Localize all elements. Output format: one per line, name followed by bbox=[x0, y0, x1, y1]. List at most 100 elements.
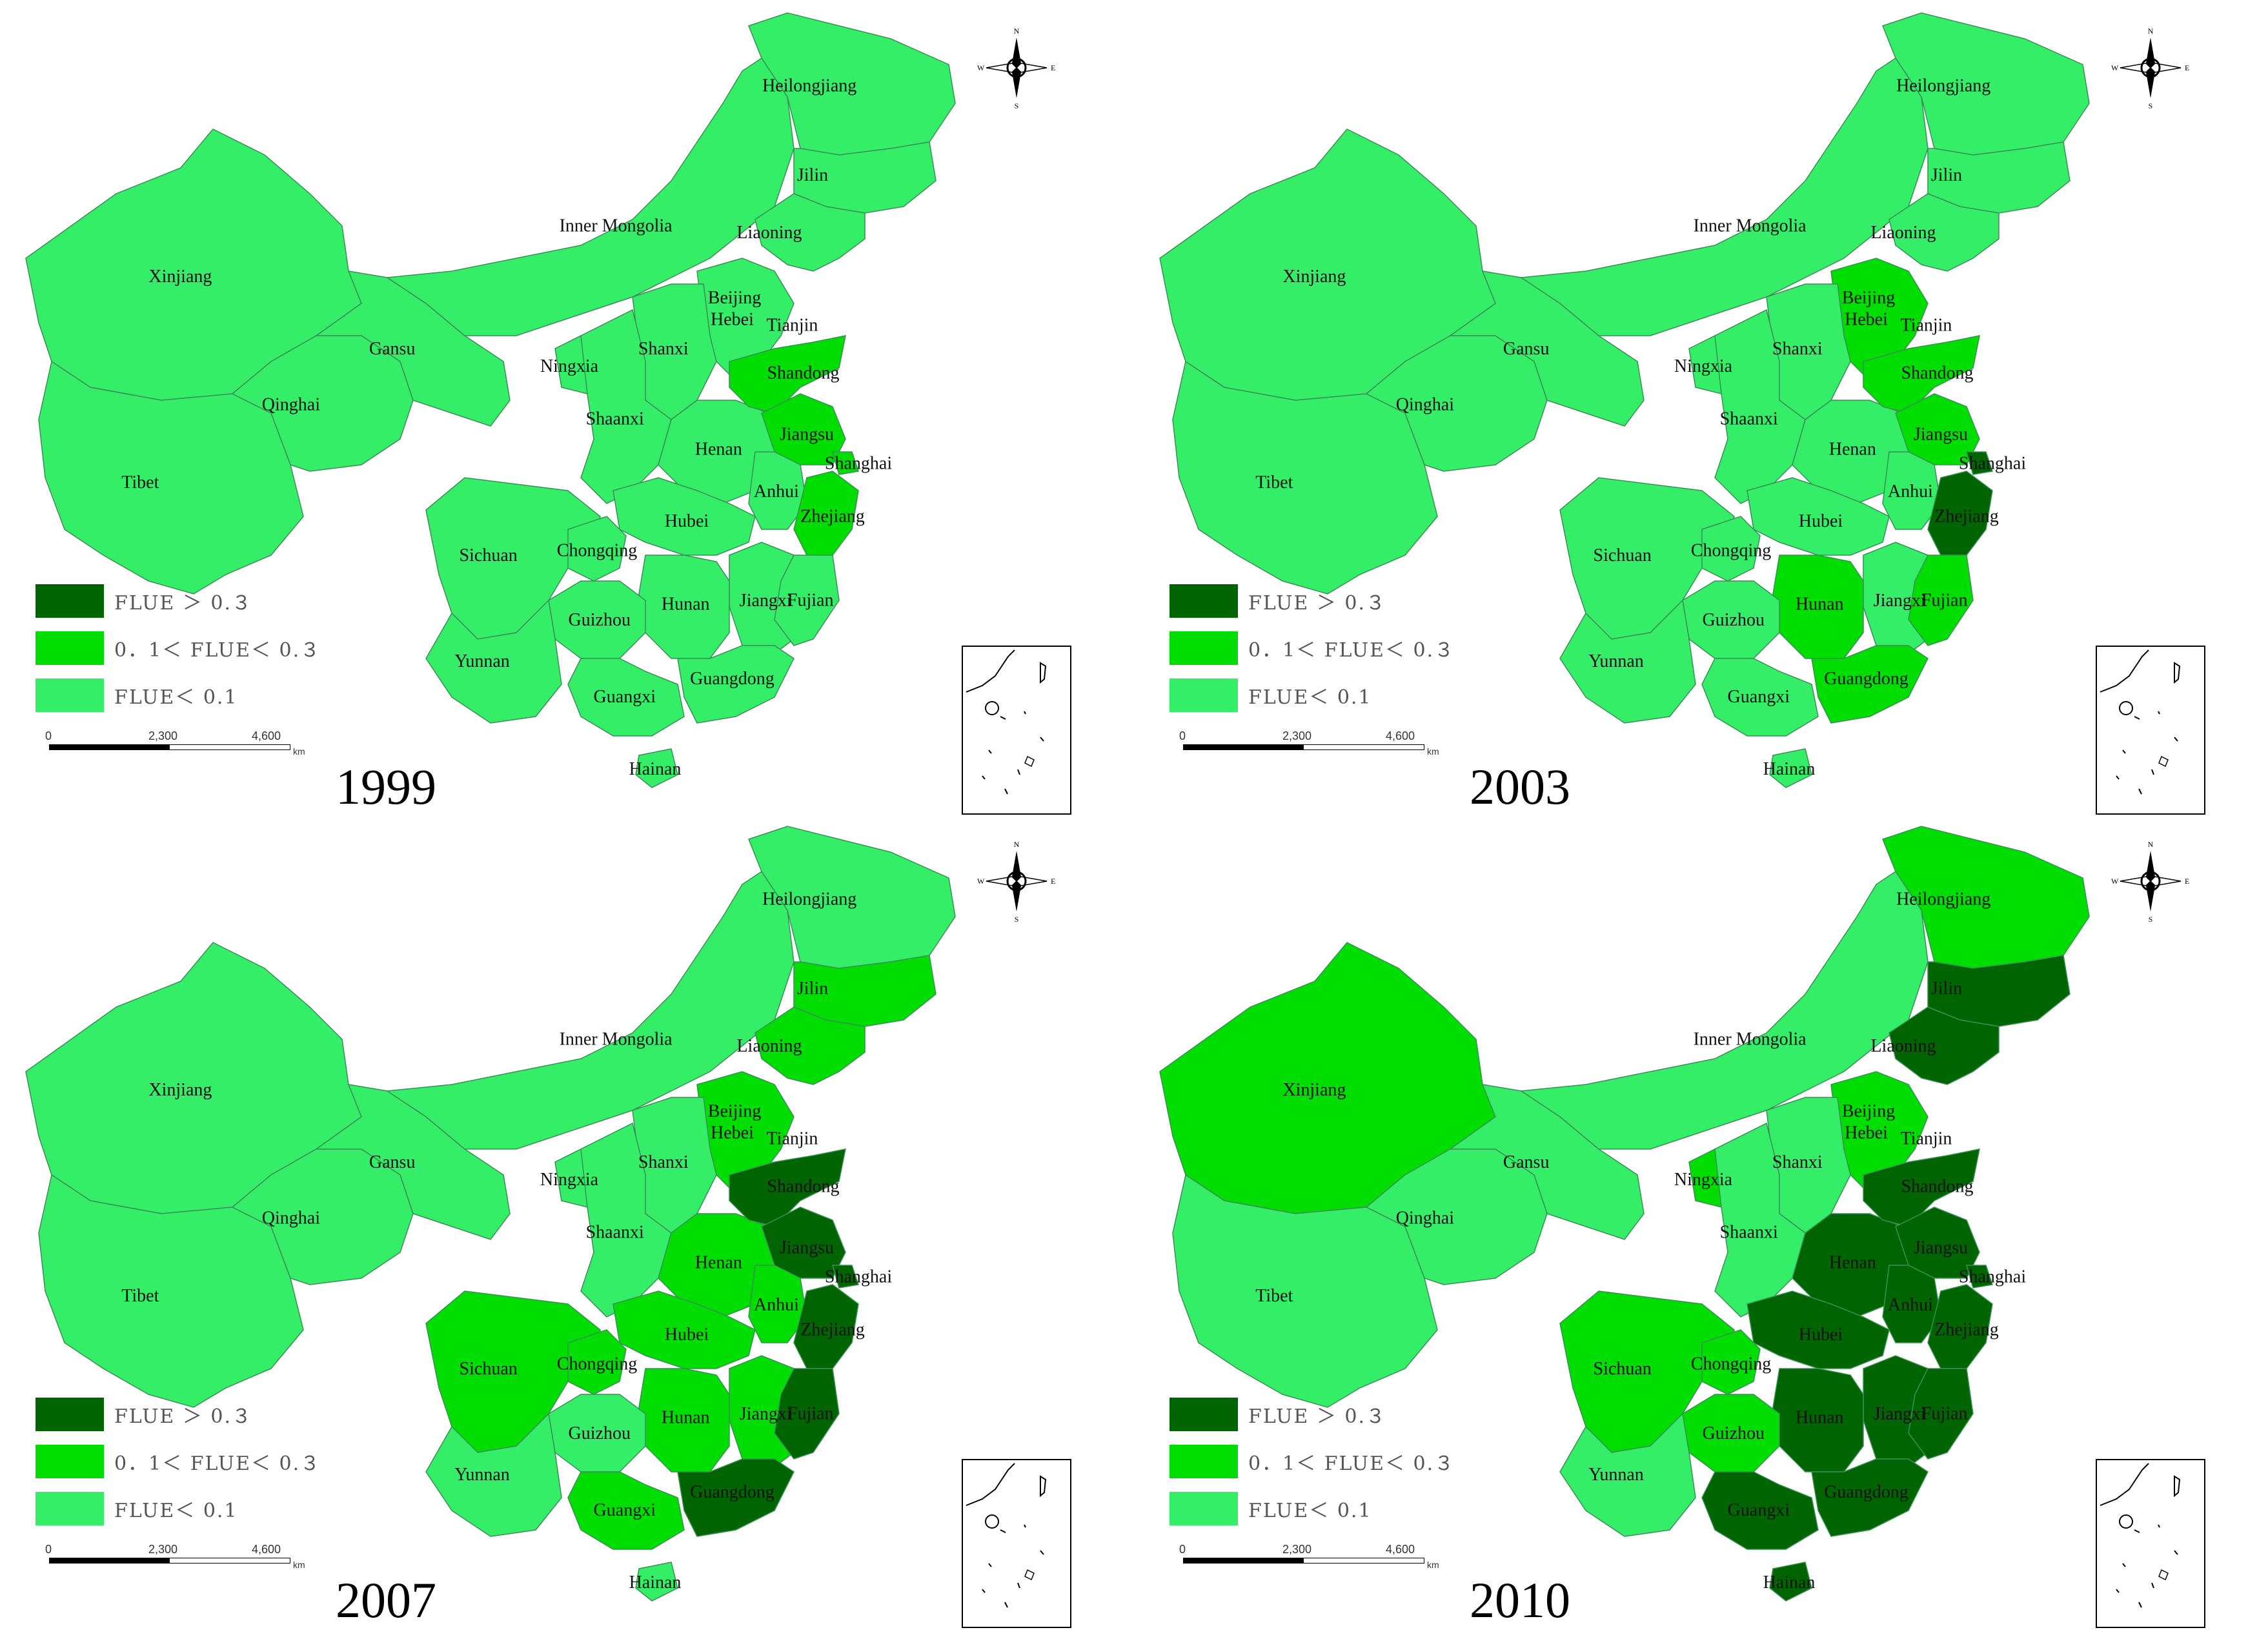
legend-label: FLUE ＞ 0.３ bbox=[1248, 592, 1386, 615]
province-label-shanxi: Shanxi bbox=[638, 339, 689, 359]
legend-label: FLUE＜ 0.1 bbox=[1248, 1500, 1372, 1522]
province-label-guangxi: Guangxi bbox=[1728, 1500, 1790, 1520]
province-label-tibet: Tibet bbox=[121, 473, 159, 493]
province-label-tianjin: Tianjin bbox=[1901, 1129, 1952, 1149]
province-label-hubei: Hubei bbox=[1799, 1325, 1843, 1345]
legend: FLUE ＞ 0.３ 0．1＜ FLUE＜ 0.３ FLUE＜ 0.1 bbox=[1169, 1396, 1455, 1538]
scale-bar: 0 2,300 4,600 km bbox=[1179, 1543, 1439, 1570]
province-label-xinjiang: Xinjiang bbox=[148, 1080, 212, 1100]
legend-label: FLUE ＞ 0.３ bbox=[1248, 1405, 1386, 1428]
year-label: 2003 bbox=[1470, 759, 1570, 815]
legend-swatch bbox=[1169, 1445, 1238, 1478]
province-label-sichuan: Sichuan bbox=[1594, 545, 1652, 565]
province-label-tibet: Tibet bbox=[1255, 1286, 1293, 1306]
province-label-gansu: Gansu bbox=[1503, 1152, 1550, 1172]
map-panel-2010: Xinjiang Tibet Qinghai Gansu Inner Mongolia H… bbox=[1134, 813, 2268, 1628]
legend-swatch bbox=[1169, 1492, 1238, 1525]
province-label-hainan: Hainan bbox=[1763, 1573, 1816, 1593]
province-label-henan: Henan bbox=[1829, 1252, 1876, 1272]
province-label-henan: Henan bbox=[695, 439, 742, 459]
province-label-inner-mongolia: Inner Mongolia bbox=[560, 1030, 673, 1050]
province-guizhou bbox=[1682, 1394, 1780, 1472]
legend-swatch bbox=[35, 631, 104, 665]
province-label-qinghai: Qinghai bbox=[1396, 394, 1454, 414]
compass-s: S bbox=[2149, 915, 2153, 923]
legend-swatch bbox=[1169, 584, 1238, 618]
scale-tick-label: 0 bbox=[45, 1543, 52, 1556]
province-label-sichuan: Sichuan bbox=[460, 545, 518, 565]
legend-label: 0．1＜ FLUE＜ 0.３ bbox=[114, 1452, 321, 1475]
province-label-henan: Henan bbox=[1829, 439, 1876, 459]
province-label-shandong: Shandong bbox=[1901, 1177, 1973, 1197]
province-label-ningxia: Ningxia bbox=[1674, 1170, 1733, 1190]
province-shandong bbox=[1863, 1148, 1980, 1227]
compass-n: N bbox=[2148, 26, 2154, 36]
scale-unit: km bbox=[293, 1560, 305, 1570]
compass-w: W bbox=[977, 877, 985, 886]
province-label-liaoning: Liaoning bbox=[736, 223, 802, 243]
province-label-tianjin: Tianjin bbox=[1901, 316, 1952, 336]
legend-label: FLUE ＞ 0.３ bbox=[114, 592, 252, 615]
province-label-guizhou: Guizhou bbox=[569, 1423, 631, 1443]
province-label-hainan: Hainan bbox=[629, 759, 682, 779]
province-label-anhui: Anhui bbox=[1888, 1295, 1933, 1315]
province-label-yunnan: Yunnan bbox=[454, 651, 510, 671]
scale-tick-label: 4,600 bbox=[252, 729, 281, 742]
province-label-xinjiang: Xinjiang bbox=[1282, 267, 1346, 287]
legend-label: 0．1＜ FLUE＜ 0.３ bbox=[1248, 1452, 1455, 1475]
province-label-tibet: Tibet bbox=[121, 1286, 159, 1306]
province-label-jiangxi: Jiangxi bbox=[740, 591, 792, 611]
province-label-jilin: Jilin bbox=[797, 979, 828, 999]
province-label-yunnan: Yunnan bbox=[454, 1465, 510, 1485]
province-label-jilin: Jilin bbox=[1931, 979, 1962, 999]
province-hainan bbox=[1769, 748, 1812, 788]
province-label-hebei: Hebei bbox=[1845, 1123, 1888, 1143]
province-label-hebei: Hebei bbox=[1845, 309, 1888, 329]
legend: FLUE ＞ 0.３ 0．1＜ FLUE＜ 0.３ FLUE＜ 0.1 bbox=[1169, 583, 1455, 724]
province-fujian bbox=[774, 1368, 840, 1460]
province-label-heilongjiang: Heilongjiang bbox=[1896, 890, 1990, 910]
province-label-shanghai: Shanghai bbox=[825, 1267, 892, 1287]
province-gansu bbox=[1448, 1084, 1645, 1240]
china-province-map: Xinjiang Tibet Qinghai Gansu Inner Mongolia H… bbox=[1159, 826, 2090, 1602]
legend-item: FLUE ＞ 0.３ bbox=[1169, 1396, 1455, 1432]
scale-tick-label: 0 bbox=[45, 729, 52, 742]
year-label: 1999 bbox=[336, 759, 436, 815]
province-zhejiang bbox=[1927, 1284, 1993, 1369]
province-tibet bbox=[38, 1174, 304, 1408]
province-jilin bbox=[793, 141, 937, 214]
compass-n: N bbox=[1014, 840, 1020, 849]
province-label-hunan: Hunan bbox=[1796, 594, 1844, 614]
scale-bar-graphic bbox=[1183, 1558, 1424, 1564]
legend-item: FLUE＜ 0.1 bbox=[1169, 677, 1455, 713]
legend-label: FLUE ＞ 0.３ bbox=[114, 1405, 252, 1428]
province-label-zhejiang: Zhejiang bbox=[800, 507, 865, 527]
province-hainan bbox=[635, 748, 678, 788]
province-label-fujian: Fujian bbox=[787, 1404, 834, 1424]
south-china-sea-inset bbox=[2096, 1459, 2205, 1628]
province-label-tianjin: Tianjin bbox=[767, 1129, 818, 1149]
province-jilin bbox=[793, 955, 937, 1027]
province-label-hebei: Hebei bbox=[711, 1123, 754, 1143]
province-label-zhejiang: Zhejiang bbox=[800, 1320, 865, 1340]
province-label-ningxia: Ningxia bbox=[1674, 356, 1733, 376]
compass-s: S bbox=[1015, 915, 1019, 923]
province-label-shanxi: Shanxi bbox=[638, 1152, 689, 1172]
province-zhejiang bbox=[1927, 471, 1993, 556]
province-label-guangdong: Guangdong bbox=[1824, 1482, 1909, 1502]
province-label-jiangsu: Jiangsu bbox=[780, 1238, 834, 1258]
province-label-chongqing: Chongqing bbox=[557, 541, 637, 561]
scale-tick-label: 2,300 bbox=[1282, 1543, 1312, 1556]
province-label-heilongjiang: Heilongjiang bbox=[762, 76, 856, 96]
province-label-shanxi: Shanxi bbox=[1772, 339, 1823, 359]
province-label-jiangxi: Jiangxi bbox=[740, 1404, 792, 1424]
province-label-shandong: Shandong bbox=[1901, 363, 1973, 383]
province-label-yunnan: Yunnan bbox=[1588, 651, 1644, 671]
province-jilin bbox=[1927, 955, 2071, 1027]
province-liaoning bbox=[1888, 1006, 2000, 1085]
province-zhejiang bbox=[793, 1284, 859, 1369]
scale-bar: 0 2,300 4,600 km bbox=[45, 1543, 305, 1570]
province-label-hunan: Hunan bbox=[662, 594, 710, 614]
province-chongqing bbox=[567, 516, 627, 582]
province-label-shaanxi: Shaanxi bbox=[586, 1222, 644, 1242]
